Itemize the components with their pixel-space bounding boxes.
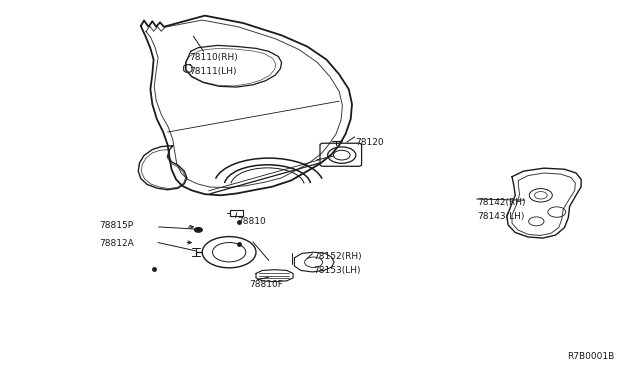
Text: 78143(LH): 78143(LH) xyxy=(477,212,524,221)
Text: 78111(LH): 78111(LH) xyxy=(189,67,236,76)
Text: 78153(LH): 78153(LH) xyxy=(314,266,361,275)
Text: 78810F: 78810F xyxy=(250,280,284,289)
Text: 78142(RH): 78142(RH) xyxy=(477,198,525,207)
Text: 78110(RH): 78110(RH) xyxy=(189,53,237,62)
Text: R7B0001B: R7B0001B xyxy=(567,352,614,361)
Text: 78815P: 78815P xyxy=(99,221,133,230)
Circle shape xyxy=(195,228,202,232)
Text: 78812A: 78812A xyxy=(99,239,134,248)
Text: 78152(RH): 78152(RH) xyxy=(314,252,362,261)
Text: 78120: 78120 xyxy=(355,138,384,147)
Text: 78810: 78810 xyxy=(237,217,266,226)
